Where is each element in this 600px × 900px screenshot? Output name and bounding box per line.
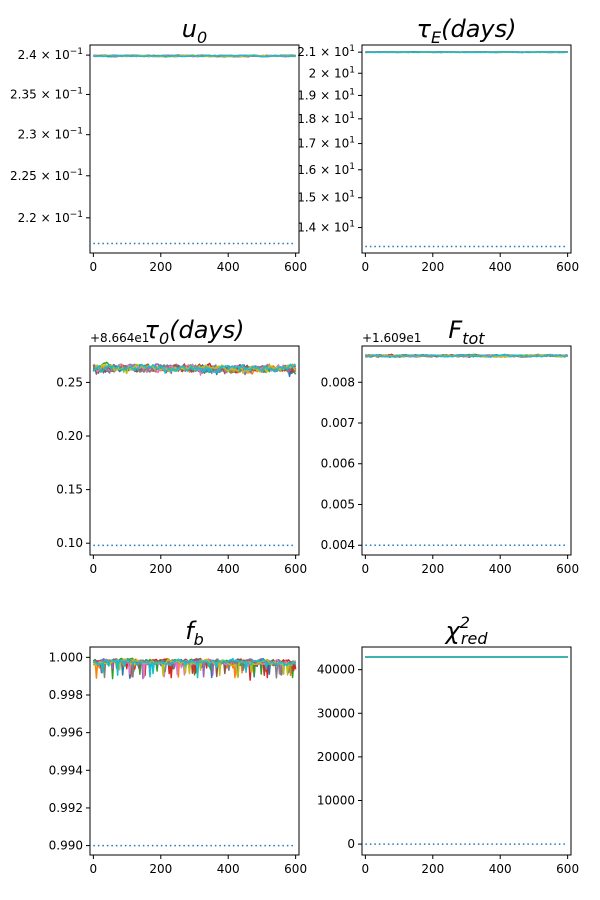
x-tick-label: 400 [217,862,240,876]
x-tick-label: 600 [556,260,579,274]
x-tick-label: 200 [149,260,172,274]
y-tick-label: 20000 [317,750,355,764]
y-tick-label: 0.994 [49,763,83,777]
walker-series-10 [92,657,296,679]
x-tick-label: 400 [489,260,512,274]
x-tick-label: 400 [489,562,512,576]
x-tick-label: 200 [149,862,172,876]
walker-series-10 [365,51,568,54]
x-tick-label: 200 [421,562,444,576]
x-tick-label: 0 [362,862,370,876]
y-tick-label: 2.4 × 10−1 [18,47,83,62]
subplot-title: Ftot [448,316,485,348]
subplot-4: 0 200 400 600 0.008 0.007 0.006 0.005 0.004 +1.60… [321,316,579,576]
y-tick-label: 0.998 [49,688,83,702]
x-tick-label: 0 [90,260,98,274]
walker-traces [93,54,296,58]
x-tick-label: 400 [217,260,240,274]
y-tick-label: 0.005 [321,497,355,511]
y-tick-label: 10000 [317,793,355,807]
y-tick-label: 1.5 × 101 [297,190,355,205]
y-tick-label: 0.990 [49,839,83,853]
y-tick-label: 0.20 [56,429,83,443]
subplot-3: 0 200 400 600 0.25 0.20 0.15 0.10 +8.664e1τ0(day… [56,316,307,576]
axes-frame [361,345,572,556]
x-tick-label: 600 [284,862,307,876]
walker-traces [365,353,568,359]
x-tick-label: 0 [90,862,98,876]
walker-traces [92,657,297,681]
walker-traces [92,361,297,378]
y-tick-label: 30000 [317,706,355,720]
y-tick-label: 1.6 × 101 [297,162,355,177]
subplot-title: fb [185,617,204,649]
y-tick-label: 1.9 × 101 [297,87,355,102]
y-tick-label: 0.10 [56,536,83,550]
x-tick-label: 400 [489,862,512,876]
y-tick-label: 2.25 × 10−1 [10,168,83,183]
y-tick-label: 1.4 × 101 [297,220,355,235]
axes-frame [89,646,300,856]
y-tick-label: 2 × 101 [309,65,355,80]
x-tick-label: 200 [421,862,444,876]
y-tick-label: 2.3 × 10−1 [18,127,83,142]
x-tick-label: 600 [556,862,579,876]
y-tick-label: 0.006 [321,457,355,471]
axes-frame [361,646,572,856]
walker-traces [365,51,568,54]
y-tick-label: 0.15 [56,483,83,497]
y-tick-label: 0.004 [321,538,355,552]
axis-offset-text: +8.664e1 [90,331,149,345]
y-tick-label: 0.996 [49,726,83,740]
axes-frame [361,44,572,254]
x-tick-label: 600 [284,260,307,274]
x-tick-label: 400 [217,562,240,576]
y-tick-label: 2.2 × 10−1 [18,210,83,225]
subplot-6: 0 200 400 600 40000 30000 20000 10000 0 χ2 red [317,613,579,876]
x-tick-label: 200 [149,562,172,576]
y-tick-label: 2.35 × 10−1 [10,86,83,101]
y-tick-label: 0 [347,837,355,851]
subplot-5: 0 200 400 600 1.000 0.998 0.996 0.994 0.992 0.990… [49,617,307,876]
y-tick-label: 2.1 × 101 [297,44,355,59]
walker-series-10 [365,353,568,358]
y-tick-label: 0.008 [321,375,355,389]
x-tick-label: 200 [421,260,444,274]
x-tick-label: 0 [362,562,370,576]
subplot-title: u0 [182,15,207,47]
axis-offset-text: +1.609e1 [362,331,421,345]
walker-series-10 [93,363,297,374]
subplot-title: τE(days) [417,15,517,47]
subplot-title: τ0(days) [144,316,244,348]
y-tick-label: 1.7 × 101 [297,136,355,151]
subplot-title: χ2 red [444,613,489,648]
walker-series-10 [93,54,296,58]
x-tick-label: 0 [362,260,370,274]
x-tick-label: 0 [90,562,98,576]
subplot-1: 0 200 400 600 2.4 × 10−1 2.35 × 10−1 2.3 × 10−… [10,15,307,274]
y-tick-label: 0.007 [321,416,355,430]
axes-frame [89,345,300,556]
y-tick-label: 0.992 [49,801,83,815]
y-tick-label: 40000 [317,663,355,677]
x-tick-label: 600 [556,562,579,576]
y-tick-label: 1.000 [49,650,83,664]
x-tick-label: 600 [284,562,307,576]
subplot-2: 0 200 400 600 2.1 × 101 2 × 101 1.9 × 101 1.8 ×… [297,15,579,274]
axes-frame [89,44,300,254]
y-tick-label: 1.8 × 101 [297,111,355,126]
y-tick-label: 0.25 [56,375,83,389]
